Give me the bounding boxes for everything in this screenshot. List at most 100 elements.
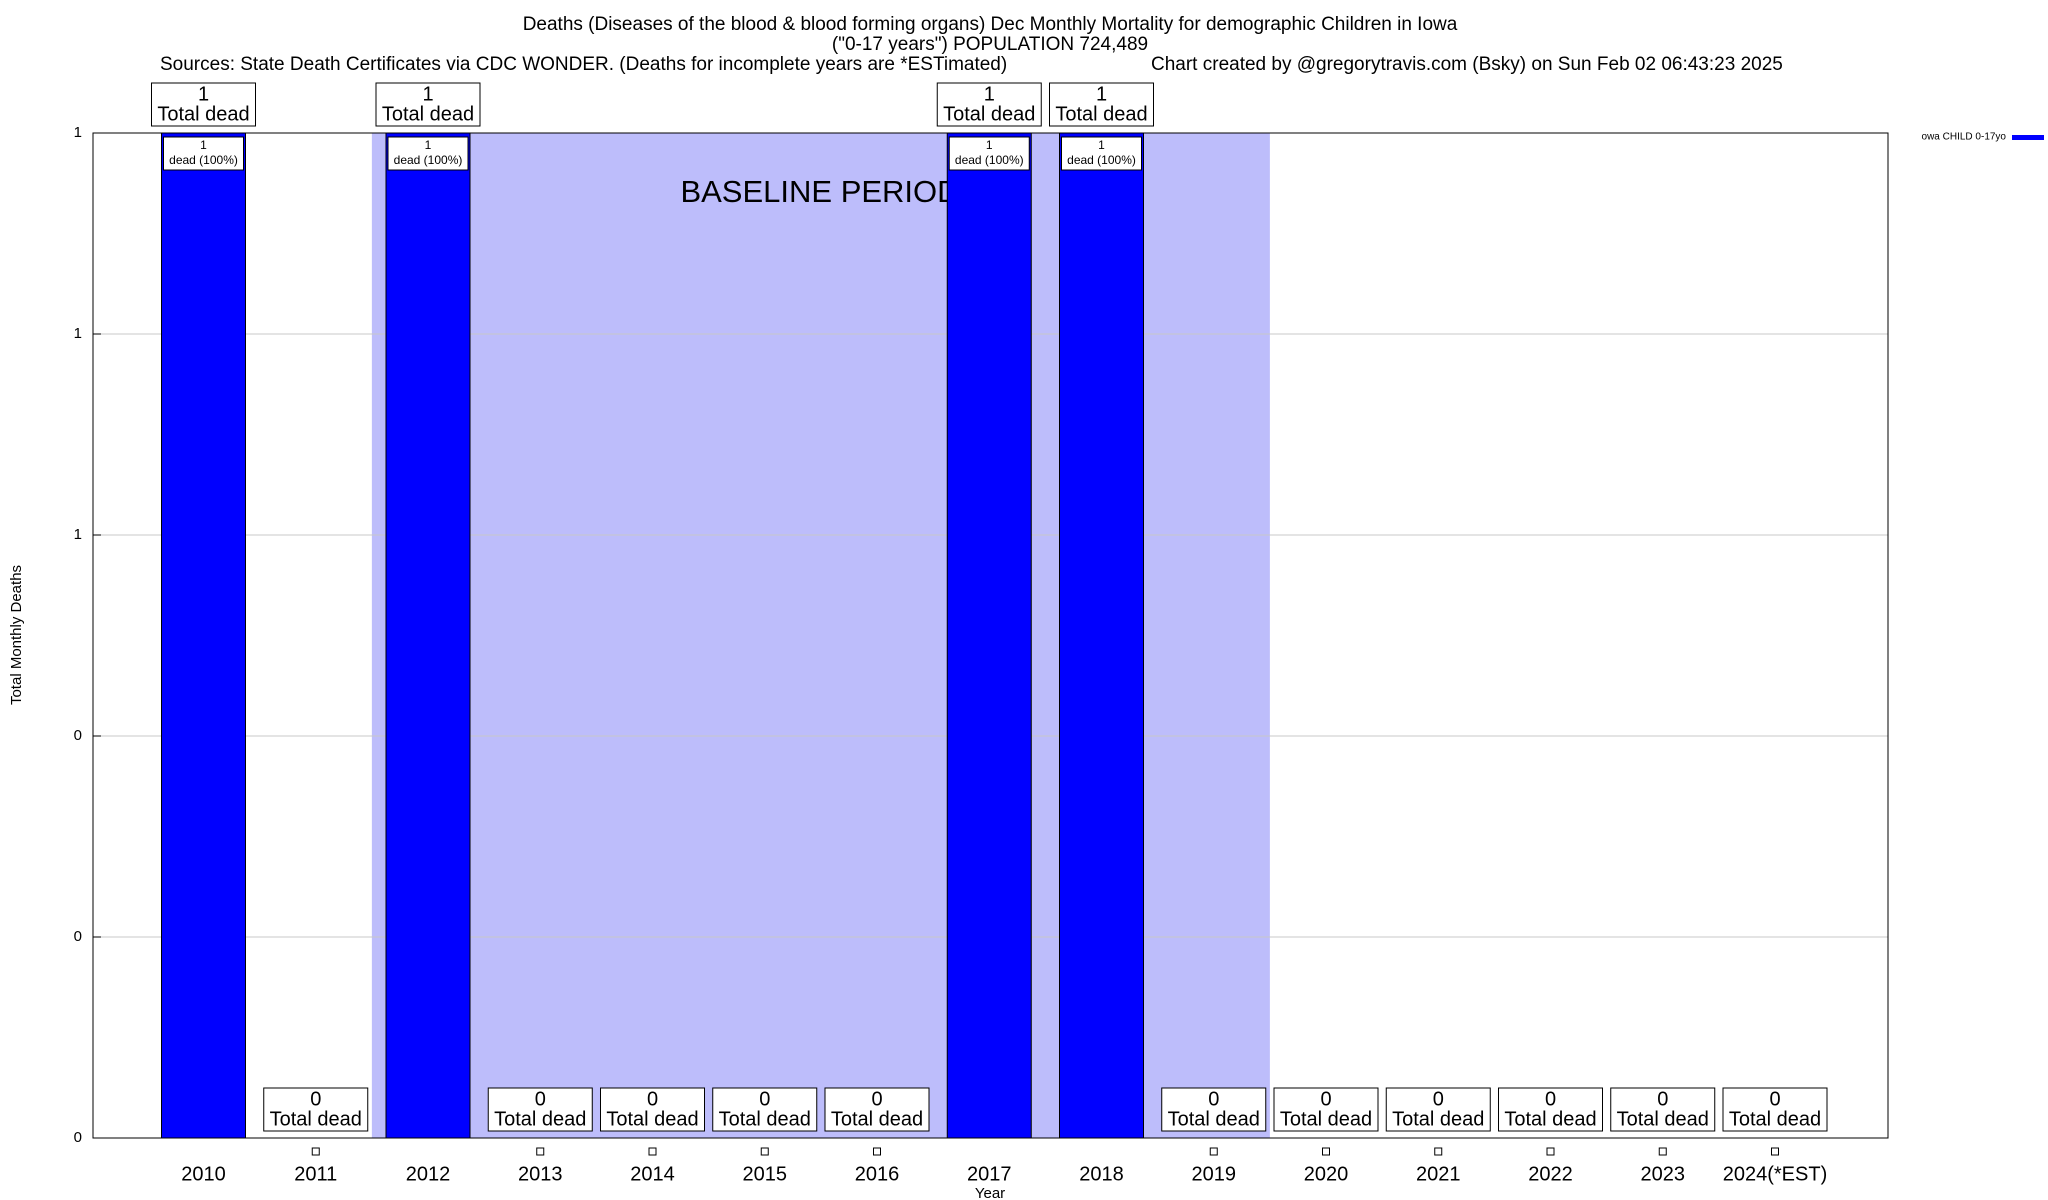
zero-marker (536, 1147, 545, 1156)
legend-swatch (2012, 135, 2044, 140)
y-tick-label: 1 (74, 124, 82, 141)
value-label: 0 (647, 1088, 658, 1110)
total-label-box (1610, 1087, 1716, 1132)
bar (161, 132, 246, 1139)
share-label-box (948, 136, 1030, 171)
value-label: 0 (535, 1088, 546, 1110)
bar (385, 132, 471, 1139)
zero-marker (1209, 1147, 1218, 1156)
total-label: Total dead (1280, 1108, 1372, 1130)
y-tick-label: 1 (74, 526, 82, 543)
share-value: 1 (986, 138, 993, 152)
legend-label: owa CHILD 0-17yo (1922, 132, 2007, 143)
source-note: Sources: State Death Certificates via CD… (160, 54, 1007, 75)
total-label: Total dead (943, 103, 1035, 125)
y-tick-label: 1 (74, 325, 82, 342)
x-tick-label: 2015 (743, 1163, 788, 1185)
total-label-box (824, 1087, 930, 1132)
bar (1059, 132, 1144, 1139)
share-label-box (387, 136, 469, 171)
zero-marker (1434, 1147, 1443, 1156)
y-tick-label: 0 (74, 928, 82, 945)
total-label-box (1049, 82, 1154, 127)
total-label: Total dead (1617, 1108, 1709, 1130)
total-label-box (1722, 1087, 1828, 1132)
total-label-box (936, 82, 1042, 127)
zero-marker (873, 1147, 881, 1156)
total-label: Total dead (1055, 103, 1147, 125)
total-label-box (1161, 1087, 1267, 1132)
total-label: Total dead (494, 1108, 586, 1130)
share-value: 1 (425, 138, 432, 152)
x-tick-label: 2016 (855, 1163, 900, 1185)
value-label: 0 (1545, 1088, 1556, 1110)
value-label: 0 (310, 1088, 321, 1110)
total-label: Total dead (1729, 1108, 1821, 1130)
total-label: Total dead (1392, 1108, 1484, 1130)
zero-marker (311, 1147, 320, 1156)
y-tick-label: 0 (74, 727, 82, 744)
x-tick-label: 2011 (294, 1163, 337, 1185)
total-label-box (1498, 1087, 1603, 1132)
x-tick-label: 2019 (1192, 1163, 1237, 1185)
total-label-box (487, 1087, 593, 1132)
share-label: dead (100%) (169, 153, 238, 167)
total-label-box (1385, 1087, 1491, 1132)
total-label-box (712, 1087, 818, 1132)
x-tick-label: 2010 (181, 1163, 226, 1185)
total-label: Total dead (719, 1108, 811, 1130)
total-label: Total dead (270, 1108, 362, 1130)
share-label: dead (100%) (394, 153, 463, 167)
x-tick-label: 2018 (1079, 1163, 1124, 1185)
y-axis-label: Total Monthly Deaths (8, 565, 25, 705)
zero-marker (760, 1147, 769, 1156)
y-tick-label: 0 (74, 1129, 82, 1146)
x-tick-label: 2012 (406, 1163, 451, 1185)
zero-marker (1771, 1147, 1779, 1156)
zero-marker (1658, 1147, 1667, 1156)
share-value: 1 (200, 138, 207, 152)
total-label-box (600, 1087, 705, 1132)
chart-subtitle: ("0-17 years") POPULATION 724,489 (832, 34, 1148, 55)
total-label-box (1273, 1087, 1379, 1132)
x-tick-label: 2014 (630, 1163, 675, 1185)
total-label: Total dead (382, 103, 474, 125)
total-label: Total dead (1504, 1108, 1596, 1130)
value-label: 1 (422, 83, 433, 105)
total-label: Total dead (1168, 1108, 1260, 1130)
baseline-label: BASELINE PERIOD (680, 174, 959, 209)
zero-marker (1546, 1147, 1555, 1156)
x-tick-label: 2021 (1416, 1163, 1461, 1185)
value-label: 0 (759, 1088, 770, 1110)
chart-title: Deaths (Diseases of the blood & blood fo… (523, 14, 1458, 35)
total-label: Total dead (831, 1108, 923, 1130)
share-label: dead (100%) (1067, 153, 1136, 167)
total-label: Total dead (157, 103, 249, 125)
bar (946, 132, 1032, 1139)
value-label: 0 (1433, 1088, 1444, 1110)
value-label: 0 (1657, 1088, 1668, 1110)
x-tick-label: 2017 (967, 1163, 1012, 1185)
x-tick-label: 2020 (1304, 1163, 1349, 1185)
share-label-box (163, 136, 244, 171)
share-value: 1 (1098, 138, 1105, 152)
value-label: 1 (198, 83, 209, 105)
total-label-box (151, 82, 256, 127)
value-label: 0 (1208, 1088, 1219, 1110)
value-label: 1 (1096, 83, 1107, 105)
value-label: 1 (984, 83, 995, 105)
x-tick-label: 2022 (1528, 1163, 1573, 1185)
zero-marker (648, 1147, 657, 1156)
total-label: Total dead (606, 1108, 698, 1130)
total-label-box (375, 82, 481, 127)
value-label: 0 (871, 1088, 882, 1110)
x-tick-label: 2013 (518, 1163, 563, 1185)
total-label-box (263, 1087, 369, 1132)
value-label: 0 (1769, 1088, 1780, 1110)
zero-marker (1322, 1147, 1330, 1156)
credit-note: Chart created by @gregorytravis.com (Bsk… (1151, 54, 1783, 75)
value-label: 0 (1320, 1088, 1331, 1110)
share-label: dead (100%) (955, 153, 1024, 167)
share-label-box (1061, 136, 1142, 171)
